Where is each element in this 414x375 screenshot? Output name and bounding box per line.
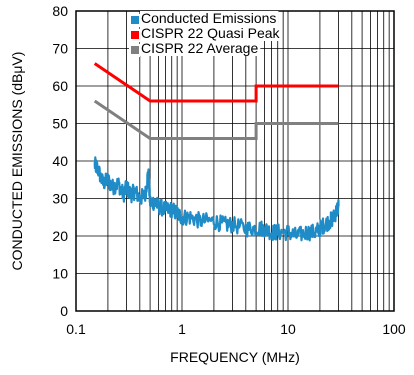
series-line-quasi-peak bbox=[93, 62, 339, 103]
tick-labels: 0 10 20 30 40 50 60 70 80 0.1 1 10 100 bbox=[52, 3, 405, 337]
legend-swatch bbox=[131, 31, 139, 39]
legend-label: CISPR 22 Quasi Peak bbox=[141, 25, 281, 41]
legend-label-backing bbox=[140, 11, 279, 26]
y-tick-label: 30 bbox=[52, 191, 68, 207]
grid bbox=[76, 11, 394, 311]
y-tick-label: 80 bbox=[52, 3, 68, 19]
series-layer bbox=[93, 62, 340, 242]
y-tick-label: 70 bbox=[52, 41, 68, 57]
legend-label-backing bbox=[140, 41, 261, 56]
x-tick-label: 10 bbox=[280, 321, 296, 337]
legend-swatch bbox=[131, 46, 139, 54]
legend-label-backing bbox=[140, 26, 282, 41]
x-tick-label: 0.1 bbox=[66, 321, 86, 337]
y-tick-label: 60 bbox=[52, 78, 68, 94]
x-axis-title: FREQUENCY (MHz) bbox=[170, 349, 300, 365]
series-line-conducted-emissions bbox=[93, 156, 340, 242]
y-axis-title: CONDUCTED EMISSIONS (dBμV) bbox=[9, 52, 25, 271]
y-tick-label: 0 bbox=[60, 303, 68, 319]
y-tick-label: 50 bbox=[52, 116, 68, 132]
y-tick-label: 40 bbox=[52, 153, 68, 169]
y-tick-label: 20 bbox=[52, 228, 68, 244]
y-tick-label: 10 bbox=[52, 266, 68, 282]
legend-label: CISPR 22 Average bbox=[141, 40, 258, 56]
legend-swatch bbox=[131, 16, 139, 24]
x-tick-label: 1 bbox=[178, 321, 186, 337]
series-line-average bbox=[93, 99, 339, 140]
x-tick-label: 100 bbox=[382, 321, 406, 337]
legend-label: Conducted Emissions bbox=[141, 10, 276, 26]
